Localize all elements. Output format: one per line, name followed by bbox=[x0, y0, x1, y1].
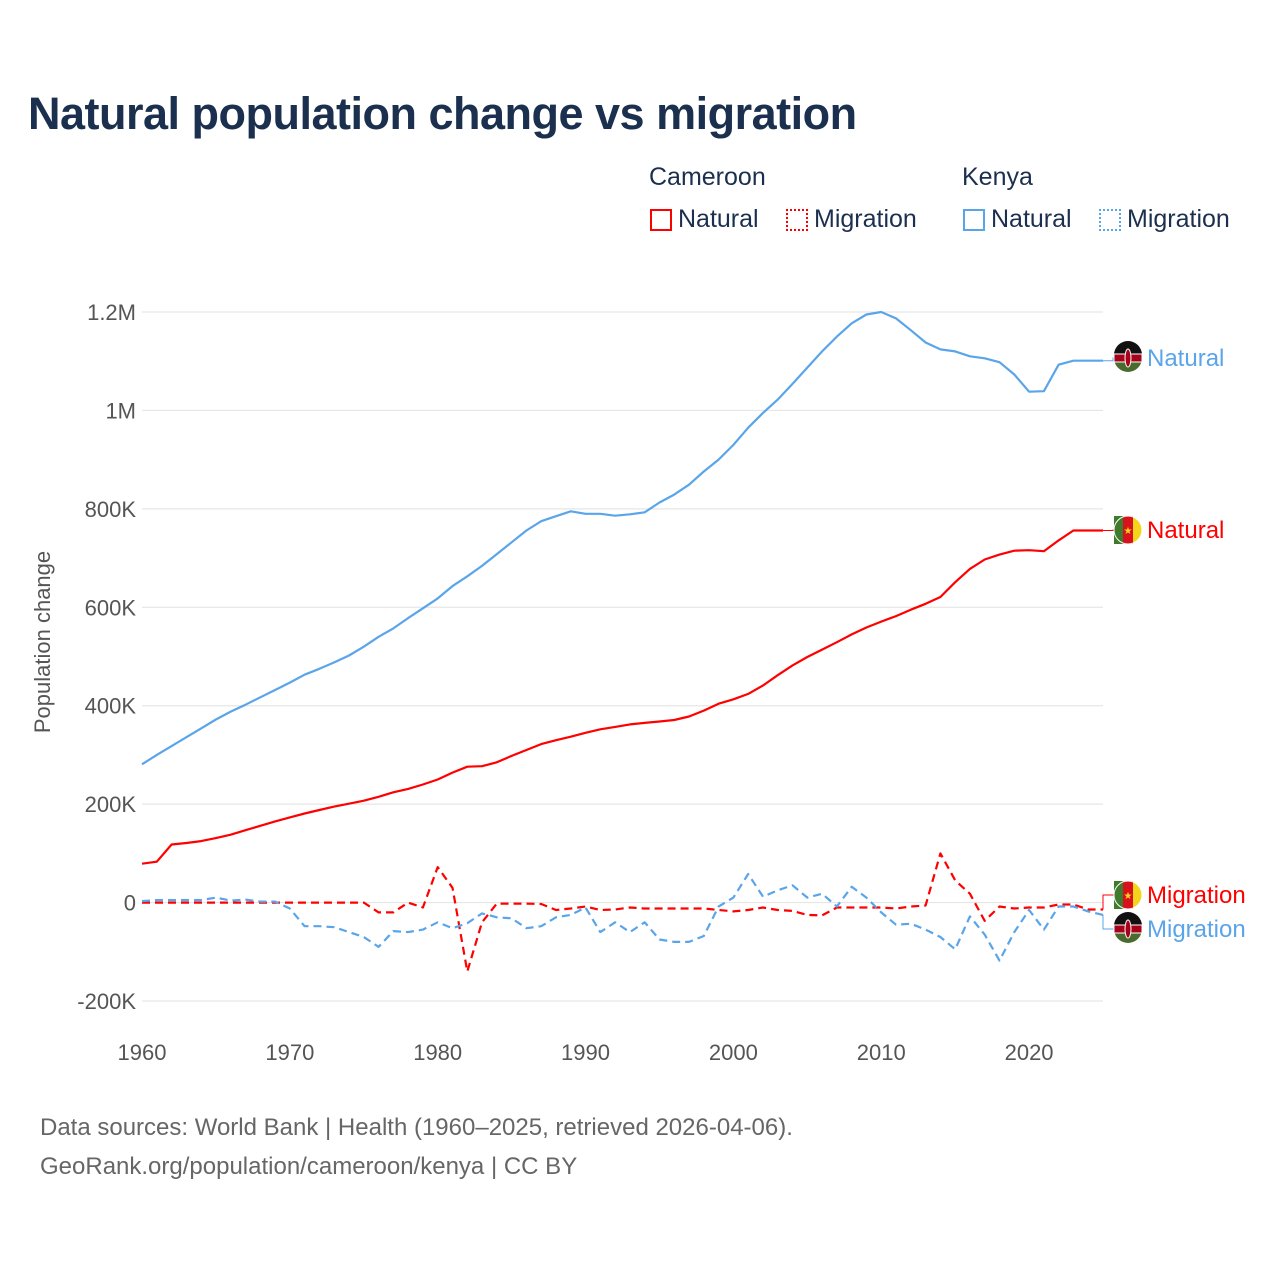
y-tick-label: -200K bbox=[77, 989, 136, 1014]
y-tick-label: 600K bbox=[85, 595, 137, 620]
legend-kenya-migration[interactable]: Migration bbox=[1099, 205, 1230, 234]
flag-outline bbox=[1113, 515, 1143, 545]
legend-label: Migration bbox=[814, 205, 917, 233]
flag-outline bbox=[1113, 880, 1143, 910]
x-tick-label: 2010 bbox=[857, 1040, 906, 1065]
x-tick-label: 1970 bbox=[265, 1040, 314, 1065]
flag-shield bbox=[1124, 919, 1132, 939]
series-line-kenya-natural bbox=[141, 310, 1103, 766]
end-label-kenya-natural: Natural bbox=[1147, 345, 1224, 372]
x-tick-label: 1990 bbox=[561, 1040, 610, 1065]
flag-shield bbox=[1124, 348, 1132, 368]
series-line-cameroon-migration bbox=[142, 852, 1103, 973]
label-connector bbox=[1103, 357, 1115, 362]
legend-kenya-natural[interactable]: Natural bbox=[963, 205, 1072, 234]
x-tick-label: 1980 bbox=[413, 1040, 462, 1065]
source-link[interactable]: GeoRank.org/population/cameroon/kenya | … bbox=[40, 1153, 578, 1180]
label-connector bbox=[1103, 529, 1115, 532]
footer: Data sources: World Bank | Health (1960–… bbox=[40, 1108, 793, 1186]
y-tick-label: 0 bbox=[124, 891, 136, 916]
x-tick-label: 1960 bbox=[118, 1040, 167, 1065]
legend-cameroon-natural[interactable]: Natural bbox=[650, 205, 759, 234]
flag-green-band bbox=[1114, 881, 1123, 909]
flag-black-band bbox=[1114, 912, 1142, 926]
legend-label: Natural bbox=[991, 205, 1072, 233]
legend-swatch-solid-red bbox=[650, 208, 672, 231]
legend-label: Migration bbox=[1127, 205, 1230, 233]
x-tick-label: 2000 bbox=[709, 1040, 758, 1065]
end-label-kenya-migration: Migration bbox=[1147, 916, 1246, 943]
legend-group-cameroon: Cameroon bbox=[649, 163, 766, 191]
legend-swatch-dotted-red bbox=[786, 208, 808, 231]
legend-group-kenya: Kenya bbox=[962, 163, 1033, 191]
legend-cameroon-migration[interactable]: Migration bbox=[786, 205, 917, 234]
legend-swatch-solid-blue bbox=[963, 208, 985, 231]
end-label-cameroon-natural: Natural bbox=[1147, 517, 1224, 544]
flag-star: ★ bbox=[1124, 526, 1133, 537]
series-line-cameroon-natural bbox=[141, 529, 1103, 865]
series-line-kenya-migration bbox=[141, 872, 1104, 962]
flag-green-band bbox=[1114, 516, 1123, 544]
y-tick-label: 1M bbox=[105, 398, 136, 423]
legend-label: Natural bbox=[678, 205, 759, 233]
x-tick-label: 2020 bbox=[1005, 1040, 1054, 1065]
end-label-cameroon-migration: Migration bbox=[1147, 882, 1246, 909]
y-tick-label: 200K bbox=[85, 792, 137, 817]
data-source-note: Data sources: World Bank | Health (1960–… bbox=[40, 1114, 793, 1141]
y-axis-label: Population change bbox=[30, 551, 55, 733]
flag-red-band bbox=[1123, 516, 1133, 544]
chart-title: Natural population change vs migration bbox=[28, 88, 857, 139]
label-connector bbox=[1102, 894, 1115, 910]
flag-star: ★ bbox=[1124, 891, 1133, 902]
legend-swatch-dotted-blue bbox=[1099, 208, 1121, 231]
y-tick-label: 1.2M bbox=[87, 300, 136, 325]
label-connector bbox=[1102, 914, 1115, 930]
flag-red-band bbox=[1123, 881, 1133, 909]
flag-black-band bbox=[1114, 341, 1142, 355]
y-tick-label: 400K bbox=[85, 694, 137, 719]
y-tick-label: 800K bbox=[85, 497, 137, 522]
